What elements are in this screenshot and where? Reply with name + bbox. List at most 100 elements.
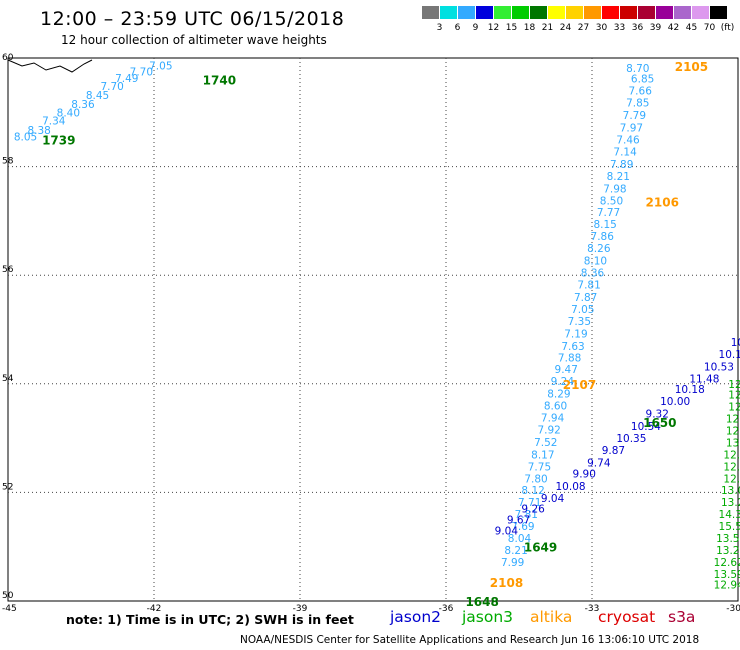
legend-altika: altika [530, 608, 573, 626]
swh-value-jason2: 10.54 [631, 421, 661, 433]
swh-value-altika: 8.04 [508, 533, 532, 545]
swh-value-jason2: 10.35 [616, 433, 646, 445]
swh-value-jason2: 10.65 [731, 337, 740, 349]
color-scale-label: 42 [667, 23, 680, 33]
swh-value-altika: 6.85 [631, 74, 654, 86]
swh-value-altika: 9.24 [551, 376, 575, 388]
color-scale-label: 12 [487, 23, 500, 33]
swh-value-altika: 7.46 [616, 134, 640, 146]
swh-value-altika: 7.86 [591, 231, 615, 243]
swh-value-altika: 8.36 [581, 267, 605, 279]
legend-s3a: s3a [668, 608, 696, 626]
swh-value-jason2: 10.08 [556, 481, 586, 493]
time-label: 1648 [465, 595, 498, 609]
swh-value-altika: 7.81 [515, 509, 538, 521]
swh-value-jason3: 12.94 [714, 580, 740, 592]
color-scale-label: 15 [505, 23, 518, 33]
swh-value-jason3: 12.38 [723, 449, 740, 461]
x-tick-label: -42 [147, 604, 162, 614]
swh-value-altika: 7.69 [511, 521, 534, 533]
legend-jason3: jason3 [462, 608, 514, 626]
color-swatch [656, 6, 673, 19]
swh-value-altika: 7.88 [558, 353, 581, 365]
legend-jason2: jason2 [390, 608, 442, 626]
x-tick-label: -36 [439, 604, 454, 614]
time-label: 2108 [490, 576, 523, 590]
swh-value-altika: 7.81 [577, 279, 600, 291]
y-tick-label: 52 [2, 482, 13, 492]
swh-value-altika: 8.26 [587, 243, 611, 255]
swh-value-jason2: 9.32 [646, 409, 669, 421]
color-swatch [602, 6, 619, 19]
color-swatch [584, 6, 601, 19]
color-scale-label: (ft) [720, 23, 735, 33]
swh-value-altika: 8.12 [521, 485, 544, 497]
color-swatch [548, 6, 565, 19]
swh-value-altika: 7.52 [534, 437, 557, 449]
swh-value-altika: 8.21 [607, 171, 630, 183]
swh-value-altika: 7.99 [501, 557, 524, 569]
color-swatch [566, 6, 583, 19]
time-label: 2105 [675, 60, 708, 74]
color-scale-label: 9 [472, 23, 479, 33]
swh-value-jason3: 13.24 [721, 497, 740, 509]
swh-value-jason2: 9.74 [587, 458, 611, 470]
swh-value-altika: 7.87 [574, 292, 597, 304]
swh-value-jason2: 9.04 [495, 525, 519, 537]
color-swatch [440, 6, 457, 19]
swh-value-altika: 7.89 [610, 159, 633, 171]
swh-value-altika: 7.05 [149, 61, 172, 73]
color-scale-label: 3 [436, 23, 443, 33]
swh-value-jason2: 9.90 [573, 468, 596, 480]
swh-value-jason3: 12.33 [723, 461, 740, 473]
swh-value-altika: 9.47 [555, 364, 578, 376]
y-tick-label: 60 [2, 53, 14, 63]
swh-value-jason2: 10.17 [719, 349, 740, 361]
swh-value-altika: 7.97 [620, 123, 643, 135]
swh-value-altika: 8.38 [27, 125, 50, 137]
color-swatch [674, 6, 691, 19]
swh-value-altika: 7.75 [528, 461, 551, 473]
swh-value-jason2: 9.04 [541, 493, 565, 505]
color-swatch [476, 6, 493, 19]
swh-value-jason2: 11.48 [689, 373, 719, 385]
time-label: 2107 [563, 378, 596, 392]
swh-value-jason2: 9.67 [507, 515, 530, 527]
swh-value-jason3: 12.35 [726, 425, 740, 437]
color-swatch [458, 6, 475, 19]
coastline-fragment [7, 59, 93, 73]
swh-value-altika: 8.36 [71, 99, 95, 111]
y-tick-label: 54 [2, 374, 14, 384]
color-swatch [422, 6, 439, 19]
swh-value-altika: 7.70 [130, 67, 153, 79]
color-swatch [692, 6, 709, 19]
swh-value-altika: 8.50 [600, 195, 623, 207]
swh-value-altika: 8.15 [593, 219, 616, 231]
swh-value-jason3: 13.26 [726, 437, 740, 449]
color-scale-label: 30 [595, 23, 608, 33]
time-label: 2106 [646, 195, 679, 209]
swh-value-altika: 8.60 [544, 401, 567, 413]
color-scale-label: 21 [541, 23, 554, 33]
swh-value-altika: 7.92 [537, 424, 560, 436]
swh-value-altika: 7.05 [571, 304, 594, 316]
swh-value-jason2: 10.18 [675, 384, 705, 396]
page-title: 12:00 – 23:59 UTC 06/15/2018 [40, 8, 345, 30]
swh-value-jason3: 13.09 [721, 485, 740, 497]
coastline-path [7, 59, 93, 73]
swh-value-altika: 8.10 [584, 256, 607, 268]
y-tick-label: 50 [2, 591, 14, 601]
x-tick-label: -33 [585, 604, 600, 614]
swh-value-altika: 7.70 [100, 81, 123, 93]
plot-frame [7, 57, 739, 602]
swh-value-altika: 7.14 [613, 146, 637, 158]
swh-value-jason3: 12.62 [714, 557, 740, 569]
color-scale-label: 27 [577, 23, 590, 33]
x-tick-label: -30 [726, 604, 740, 614]
swh-value-jason2: 10.00 [660, 396, 690, 408]
color-swatch [710, 6, 727, 19]
swh-value-altika: 8.70 [626, 63, 649, 75]
color-scale-label: 36 [631, 23, 644, 33]
color-swatch [530, 6, 547, 19]
